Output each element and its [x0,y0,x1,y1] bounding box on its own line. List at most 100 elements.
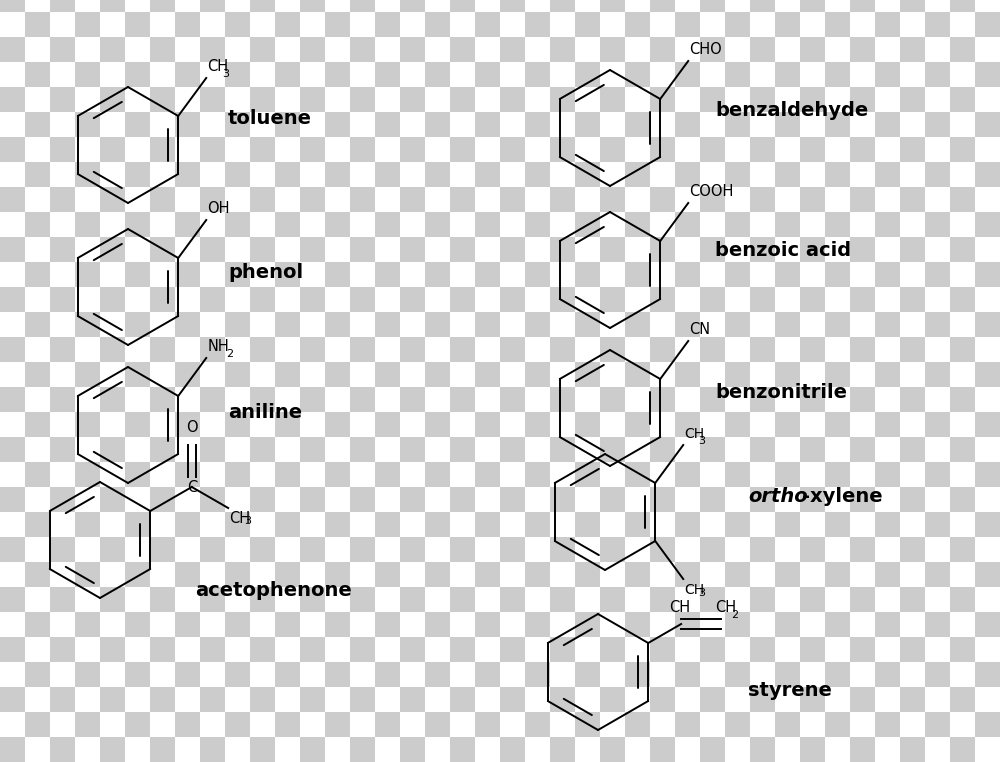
Bar [125,112,150,137]
Bar [150,212,175,237]
Bar [50,637,75,662]
Bar [550,662,575,687]
Bar [275,62,300,87]
Text: NH: NH [207,339,229,354]
Bar [900,462,925,487]
Bar [375,362,400,387]
Bar [350,537,375,562]
Bar [175,87,200,112]
Bar [350,337,375,362]
Bar [675,287,700,312]
Bar [125,437,150,462]
Bar [75,337,100,362]
Bar [875,37,900,62]
Bar [650,337,675,362]
Bar [700,387,725,412]
Bar [675,437,700,462]
Bar [425,437,450,462]
Bar [625,562,650,587]
Bar [650,37,675,62]
Bar [600,312,625,337]
Bar [550,337,575,362]
Bar [75,712,100,737]
Bar [875,662,900,687]
Bar [775,462,800,487]
Bar [75,87,100,112]
Bar [650,362,675,387]
Bar [975,62,1000,87]
Bar [300,737,325,762]
Bar [325,512,350,537]
Bar [125,162,150,187]
Bar [875,262,900,287]
Bar [550,412,575,437]
Bar [975,362,1000,387]
Bar [225,12,250,37]
Bar [875,212,900,237]
Bar [325,687,350,712]
Bar [700,62,725,87]
Bar [175,362,200,387]
Bar [775,387,800,412]
Bar [400,537,425,562]
Bar [175,37,200,62]
Bar [225,562,250,587]
Bar [975,0,1000,12]
Bar [625,162,650,187]
Bar [350,187,375,212]
Bar [425,162,450,187]
Bar [725,487,750,512]
Bar [100,737,125,762]
Bar [25,587,50,612]
Bar [650,487,675,512]
Bar [150,312,175,337]
Bar [100,0,125,12]
Bar [850,487,875,512]
Bar [950,312,975,337]
Bar [500,537,525,562]
Bar [75,162,100,187]
Bar [675,712,700,737]
Bar [625,512,650,537]
Bar [800,262,825,287]
Bar [775,87,800,112]
Bar [475,212,500,237]
Bar [200,12,225,37]
Bar [675,337,700,362]
Bar [725,637,750,662]
Bar [125,562,150,587]
Bar [200,212,225,237]
Bar [925,0,950,12]
Bar [275,412,300,437]
Bar [100,62,125,87]
Bar [475,587,500,612]
Bar [25,187,50,212]
Bar [425,362,450,387]
Bar [150,137,175,162]
Bar [900,212,925,237]
Bar [900,437,925,462]
Text: 2: 2 [226,349,233,359]
Bar [425,12,450,37]
Bar [375,562,400,587]
Bar [275,437,300,462]
Bar [575,687,600,712]
Bar [400,462,425,487]
Bar [0,437,25,462]
Bar [550,537,575,562]
Bar [825,337,850,362]
Text: O: O [186,420,198,435]
Bar [950,87,975,112]
Bar [950,387,975,412]
Bar [575,737,600,762]
Bar [575,637,600,662]
Bar [575,612,600,637]
Bar [825,137,850,162]
Bar [750,437,775,462]
Bar [600,537,625,562]
Bar [675,737,700,762]
Bar [125,262,150,287]
Bar [100,387,125,412]
Bar [550,262,575,287]
Bar [600,362,625,387]
